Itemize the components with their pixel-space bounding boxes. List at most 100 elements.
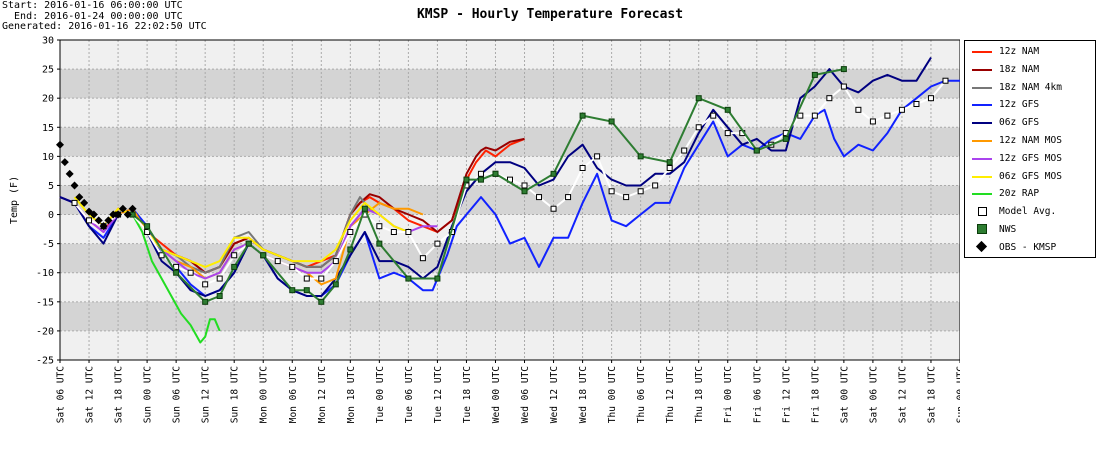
model-avg-point: [550, 205, 557, 212]
legend-swatch: [972, 86, 992, 89]
x-tick-label: Wed 12 UTC: [549, 366, 560, 423]
nws-point: [405, 275, 412, 282]
model-avg-point: [187, 269, 194, 276]
model-avg-point: [869, 118, 876, 125]
obs-point: [99, 222, 108, 231]
x-tick-label: Sat 12 UTC: [897, 366, 908, 423]
model-avg-point: [231, 252, 238, 259]
nws-point: [434, 275, 441, 282]
model-avg-point: [477, 170, 484, 177]
band: [60, 214, 960, 244]
model-avg-point: [710, 112, 717, 119]
legend-label: 12z NAM MOS: [999, 135, 1062, 146]
x-tick-label: Sat 06 UTC: [868, 366, 879, 423]
nws-point: [666, 159, 673, 166]
nws-point: [579, 112, 586, 119]
model-avg-point: [216, 275, 223, 282]
obs-point: [70, 181, 79, 190]
x-tick-label: Sat 12 UTC: [85, 366, 96, 423]
obs-point: [118, 204, 127, 213]
legend-label: 06z GFS: [999, 117, 1040, 129]
obs-point: [65, 169, 74, 178]
model-avg-point: [419, 255, 426, 262]
band: [60, 330, 960, 360]
legend-label: 18z NAM: [999, 63, 1040, 75]
x-tick-label: Fri 00 UTC: [723, 366, 734, 423]
obs-point: [75, 193, 84, 202]
nws-point: [231, 263, 238, 270]
y-tick-label: 30: [42, 36, 54, 47]
legend-swatch: [978, 207, 987, 217]
nws-point: [840, 66, 847, 73]
legend-item-12z-nam: 12z NAM: [969, 45, 1093, 59]
x-tick-label: Thu 00 UTC: [607, 366, 618, 423]
legend-swatch: [972, 104, 992, 107]
nws-point: [477, 176, 484, 183]
x-tick-label: Tue 12 UTC: [433, 366, 444, 423]
legend-swatch: [972, 122, 992, 125]
run-info: Start: 2016-01-16 06:00:00 UTC End: 2016…: [2, 0, 207, 33]
legend-item-nws: NWS: [969, 223, 1093, 237]
model-avg-point: [927, 95, 934, 102]
legend-swatch: [972, 193, 992, 196]
x-tick-label: Tue 00 UTC: [375, 366, 386, 423]
nws-point: [724, 106, 731, 113]
model-avg-point: [405, 229, 412, 235]
nws-point: [245, 240, 252, 247]
nws-point: [144, 223, 151, 230]
plot-frame: [59, 39, 960, 361]
y-axis-label: Temp (F): [9, 176, 20, 224]
nws-point: [753, 147, 760, 154]
model-avg-point: [913, 101, 920, 107]
obs-point: [104, 216, 113, 225]
nws-point: [376, 240, 383, 247]
model-avg-point: [289, 263, 296, 270]
y-tick-label: 15: [42, 123, 54, 134]
legend-item-12z-nam-mos: 12z NAM MOS: [969, 134, 1093, 148]
x-tick-label: Sat 18 UTC: [114, 366, 125, 423]
legend-label: OBS - KMSP: [999, 241, 1057, 253]
model-avg-point: [898, 106, 905, 113]
model-avg-point: [521, 182, 528, 189]
model-avg-point: [303, 275, 310, 282]
legend-swatch: [975, 240, 988, 252]
model-avg-point: [884, 112, 891, 119]
legend-label: 12z GFS: [999, 99, 1040, 111]
model-avg-point: [71, 199, 78, 206]
legend: 12z NAM 18z NAM 18z NAM 4km 12z GFS 06z GFS 1…: [964, 40, 1096, 258]
obs-point: [94, 216, 103, 225]
model-avg-point: [565, 194, 572, 201]
y-tick-label: -5: [42, 239, 54, 250]
model-avg-point: [652, 182, 659, 189]
x-tick-label: Sun 00 UTC: [956, 366, 961, 423]
legend-label: 18z NAM 4km: [999, 81, 1062, 93]
nws-point: [347, 246, 354, 253]
x-tick-label: Fri 12 UTC: [781, 366, 792, 423]
model-avg-point: [695, 124, 702, 131]
nws-point: [492, 170, 499, 177]
nws-point: [202, 298, 209, 305]
model-avg-point: [202, 281, 209, 288]
model-avg-point: [797, 112, 804, 119]
nws-point: [608, 118, 615, 125]
model-avg-point: [390, 229, 397, 235]
nws-point: [260, 252, 267, 259]
x-tick-label: Tue 06 UTC: [404, 366, 415, 423]
band: [60, 185, 960, 215]
y-tick-label: -20: [36, 326, 54, 337]
model-avg-point: [608, 188, 615, 195]
x-tick-label: Sun 00 UTC: [143, 366, 154, 423]
legend-item-18z-nam-4km: 18z NAM 4km: [969, 81, 1093, 95]
nws-point: [782, 135, 789, 142]
nws-point: [216, 293, 223, 299]
model-avg-point: [666, 165, 673, 171]
legend-item-obs-kmsp: OBS - KMSP: [969, 240, 1093, 255]
model-avg-point: [942, 77, 949, 84]
legend-item-12z-gfs-mos: 12z GFS MOS: [969, 152, 1093, 166]
obs-point: [109, 210, 118, 219]
nws-point: [303, 287, 310, 294]
nws-point: [811, 71, 818, 78]
model-avg-point: [623, 194, 630, 201]
obs-point: [128, 204, 137, 213]
legend-label: 06z GFS MOS: [999, 170, 1062, 182]
